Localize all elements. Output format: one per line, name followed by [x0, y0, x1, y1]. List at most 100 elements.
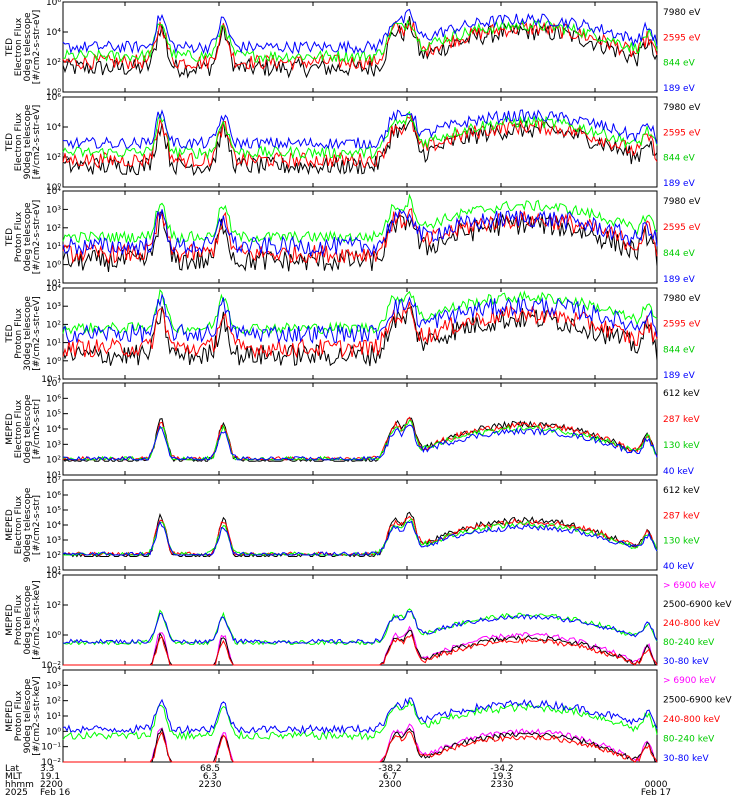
- y-tick-label: 10¹: [46, 566, 61, 576]
- axis-row-label: MLT: [5, 772, 23, 782]
- y-tick-label: 10⁰: [46, 727, 61, 737]
- axis-column-value: 2200: [40, 780, 63, 790]
- y-tick-label: 10⁻²: [41, 661, 61, 671]
- y-tick-label: 10³: [46, 681, 61, 691]
- series-line: [62, 699, 658, 741]
- axis-column-value: -38.2: [378, 764, 401, 774]
- legend-entry: 30-80 keV: [663, 657, 709, 667]
- legend-entry: 240-800 keV: [663, 715, 721, 725]
- panel-frame: [62, 190, 658, 284]
- series-line: [62, 301, 658, 360]
- y-tick-label: 10⁴: [46, 571, 61, 581]
- y-tick-label: 10²: [46, 456, 61, 466]
- y-axis-label: [#/cm2-s-str-eV]: [32, 10, 42, 85]
- y-axis-label: Electron Flux: [14, 112, 24, 171]
- panel-5: 10¹ 10² 10³ 10⁴ 10⁵ 10⁶ 10⁷ MEPED Electron Flux 0…: [5, 379, 700, 481]
- axis-column-value: 2300: [379, 780, 402, 790]
- y-axis-label: 90deg telescope: [23, 487, 33, 562]
- legend-entry: 2500-6900 keV: [663, 600, 732, 610]
- y-axis-label: 30deg telescope: [23, 296, 33, 371]
- y-tick-label: 10⁰: [46, 357, 61, 367]
- panel-6: 10¹ 10² 10³ 10⁴ 10⁵ 10⁶ 10⁷ MEPED Electron Flux 9…: [5, 476, 700, 576]
- legend-entry: 2595 eV: [663, 320, 701, 330]
- y-axis-label: Proton Flux: [14, 308, 24, 359]
- y-tick-label: 10⁰: [46, 88, 61, 98]
- series-line: [63, 731, 658, 763]
- axis-column-value: Feb 17: [641, 788, 671, 798]
- y-tick-label: 10⁶: [46, 0, 61, 8]
- panel-2: 10⁰ 10² 10⁴ 10⁶ TED Electron Flux 90deg telesc…: [5, 93, 701, 193]
- y-axis-label: Electron Flux: [14, 495, 24, 554]
- legend-entry: 7980 eV: [663, 294, 701, 304]
- axis-row-label: hhmm: [5, 780, 34, 790]
- series-line: [62, 419, 658, 461]
- y-axis-label: MEPED: [5, 509, 15, 541]
- y-tick-label: 10²: [46, 601, 61, 611]
- y-axis-label: MEPED: [5, 700, 15, 732]
- y-tick-label: 10⁶: [46, 93, 61, 103]
- y-axis-label: Proton Flux: [14, 594, 24, 645]
- series-line: [63, 610, 658, 645]
- legend-entry: 80-240 keV: [663, 735, 715, 745]
- series-line: [62, 293, 658, 344]
- series-line: [62, 117, 658, 176]
- y-tick-label: 10⁴: [46, 187, 61, 197]
- series-line: [62, 424, 658, 461]
- y-tick-label: 10⁰: [46, 631, 61, 641]
- legend-entry: 130 keV: [663, 441, 700, 451]
- y-tick-label: 10⁶: [46, 491, 61, 501]
- y-tick-label: 10⁴: [46, 123, 61, 133]
- series-line: [62, 8, 658, 55]
- y-tick-label: 10³: [46, 440, 61, 450]
- y-tick-label: 10²: [46, 224, 61, 234]
- axis-row-label: 2025: [5, 788, 28, 798]
- y-tick-label: 10²: [46, 551, 61, 561]
- y-axis-label: [#/cm2-s-str-keV]: [32, 676, 42, 755]
- y-axis-label: 90deg telescope: [23, 678, 33, 753]
- y-tick-label: 10⁷: [46, 476, 61, 486]
- y-tick-label: 10⁵: [46, 410, 61, 420]
- y-tick-label: 10³: [46, 536, 61, 546]
- panel-frame: [62, 96, 658, 188]
- axis-column-value: Feb 16: [40, 788, 71, 798]
- panel-1: 10⁰ 10² 10⁴ 10⁶ TED Electron Flux 0deg telesco…: [5, 0, 701, 98]
- legend-entry: 40 keV: [663, 562, 695, 572]
- legend-entry: 612 keV: [663, 389, 700, 399]
- legend-entry: 2595 eV: [663, 223, 701, 233]
- y-tick-label: 10¹: [46, 471, 61, 481]
- legend-entry: 2595 eV: [663, 128, 701, 138]
- y-tick-label: 10⁰: [46, 183, 61, 193]
- axis-column-value: 6.7: [383, 772, 397, 782]
- axis-column-value: 19.3: [492, 772, 512, 782]
- y-tick-label: 10³: [46, 302, 61, 312]
- legend-entry: 7980 eV: [663, 103, 701, 113]
- y-axis-label: MEPED: [5, 604, 15, 636]
- series-line: [62, 211, 658, 272]
- panel-8: 10⁻² 10⁻¹ 10⁰ 10¹ 10² 10³ 10⁴ MEPED Proton Flux 9…: [5, 666, 732, 768]
- y-tick-label: 10⁰: [46, 261, 61, 271]
- y-tick-label: 10⁶: [46, 394, 61, 404]
- y-axis-label: 90deg telescope: [23, 104, 33, 179]
- legend-entry: 844 eV: [663, 249, 696, 259]
- legend-entry: 2595 eV: [663, 33, 701, 43]
- legend-entry: 844 eV: [663, 154, 696, 164]
- y-axis-label: 0deg telescope: [23, 202, 33, 272]
- legend-entry: 844 eV: [663, 345, 696, 355]
- y-axis-label: TED: [5, 133, 15, 152]
- legend-entry: 240-800 keV: [663, 619, 721, 629]
- y-tick-label: 10¹: [46, 712, 61, 722]
- legend-entry: 612 keV: [663, 486, 700, 496]
- series-line: [62, 109, 658, 150]
- y-tick-label: 10¹: [46, 339, 61, 349]
- legend-entry: 40 keV: [663, 467, 695, 477]
- y-tick-label: 10³: [46, 205, 61, 215]
- series-line: [63, 625, 658, 666]
- legend-entry: 189 eV: [663, 371, 696, 381]
- axis-column-value: 68.5: [200, 764, 220, 774]
- panel-frame: [62, 1, 658, 93]
- panel-3: 10¹ 10⁰ 10¹ 10² 10³ 10⁴ TED Proton Flux 0deg tel…: [5, 187, 701, 289]
- y-tick-label: 10²: [46, 697, 61, 707]
- y-tick-label: 10⁴: [46, 521, 61, 531]
- y-axis-label: Electron Flux: [14, 399, 24, 458]
